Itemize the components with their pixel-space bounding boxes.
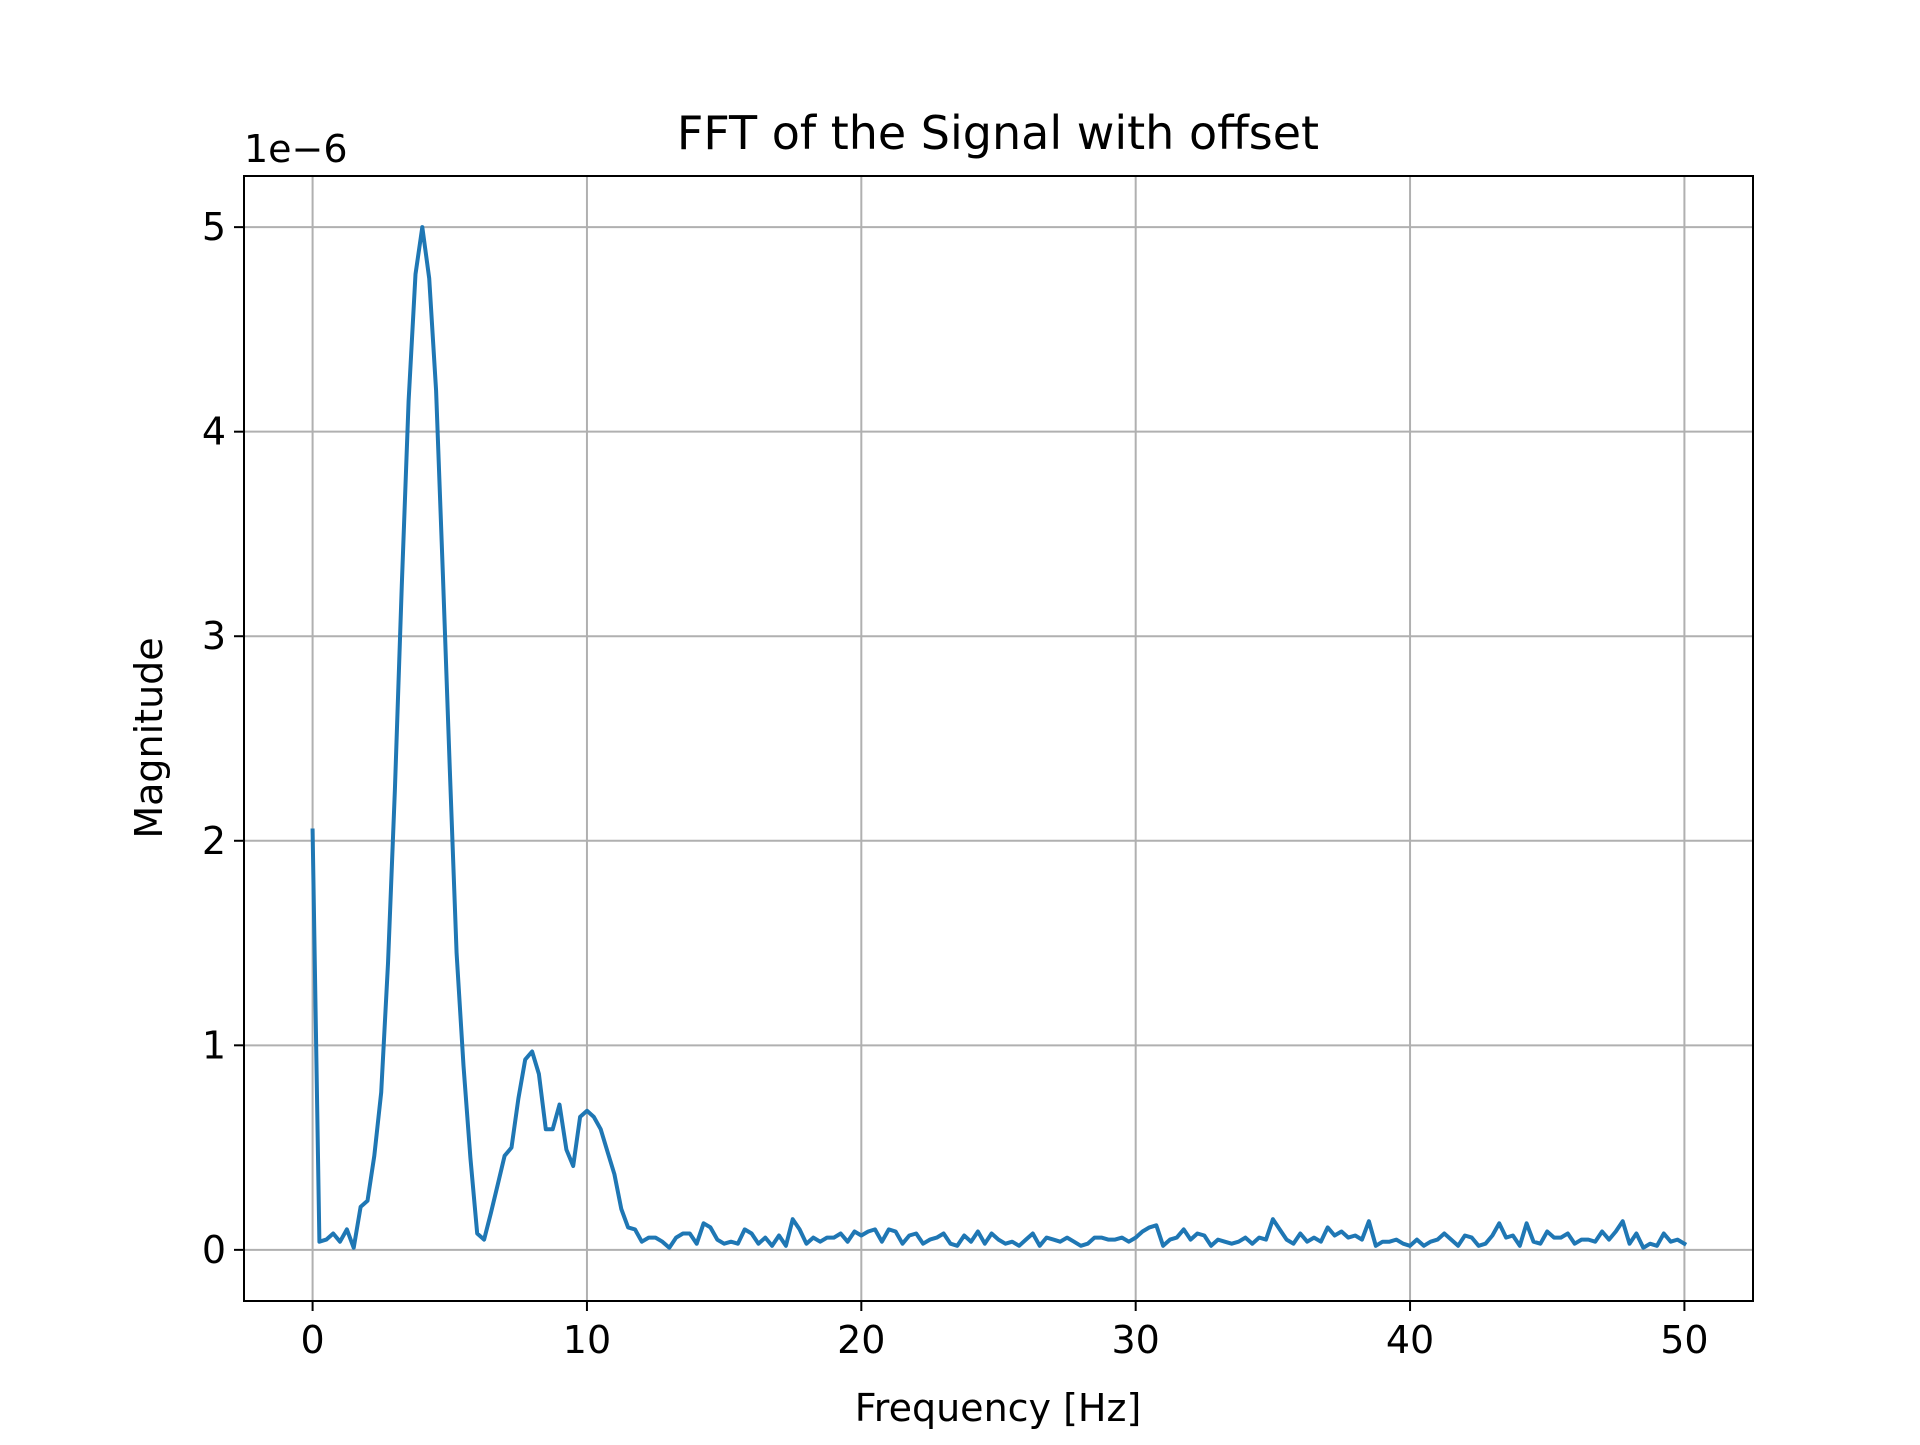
x-tick-label: 40 <box>1386 1318 1434 1362</box>
plot-area-frame <box>243 175 1754 1302</box>
y-axis-label: Magnitude <box>127 637 171 838</box>
chart-title: FFT of the Signal with offset <box>677 106 1319 160</box>
y-tick-label: 3 <box>202 614 226 658</box>
x-tick-label: 30 <box>1112 1318 1160 1362</box>
x-axis-ticks: 0 10 20 30 40 50 <box>300 1301 1709 1362</box>
y-axis-ticks: 0 1 2 3 4 5 <box>202 205 244 1272</box>
y-tick-label: 4 <box>202 410 226 454</box>
y-axis-offset-label: 1e−6 <box>244 127 348 171</box>
plot-area-background <box>244 176 1753 1301</box>
x-tick-label: 0 <box>300 1318 324 1362</box>
y-tick-label: 0 <box>202 1228 226 1272</box>
y-tick-label: 2 <box>202 819 226 863</box>
fft-magnitude-line <box>310 225 1688 1250</box>
x-tick-label: 10 <box>563 1318 611 1362</box>
grid-lines <box>244 176 1753 1301</box>
x-tick-label: 50 <box>1660 1318 1708 1362</box>
y-tick-label: 1 <box>202 1023 226 1067</box>
x-tick-label: 20 <box>837 1318 885 1362</box>
y-tick-label: 5 <box>202 205 226 249</box>
series-lines <box>310 225 1688 1250</box>
x-axis-label: Frequency [Hz] <box>855 1386 1142 1430</box>
